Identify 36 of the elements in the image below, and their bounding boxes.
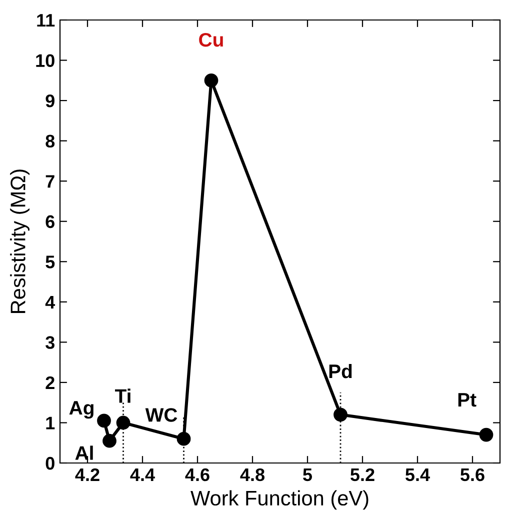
annotation: Pt — [458, 393, 476, 407]
x-tick-label: 5.6 — [460, 468, 484, 482]
annotation: Ti — [115, 388, 130, 403]
point — [116, 416, 130, 430]
point — [176, 432, 191, 446]
point — [204, 73, 218, 88]
y-tick-label: 5 — [46, 256, 55, 268]
point — [97, 414, 111, 428]
annotation: Al — [75, 446, 93, 460]
y-tick-label: 6 — [46, 215, 54, 228]
point — [334, 408, 348, 422]
y-tick-label: 10 — [36, 54, 54, 67]
y-tick-label: 7 — [46, 175, 54, 188]
y-tick-label: 1 — [46, 416, 55, 430]
y-tick-label: 0 — [46, 456, 54, 470]
y-tick-label: 4 — [45, 296, 56, 308]
annotation: Cu — [199, 32, 223, 47]
x-axis-title: Work Function (eV) — [190, 490, 368, 510]
annotation: WC — [145, 408, 178, 422]
point — [479, 428, 494, 442]
x-tick-label: 5 — [303, 468, 312, 482]
x-tick-label: 4.2 — [75, 468, 100, 481]
annotation: Ag — [69, 401, 94, 419]
x-tick-label: 5.4 — [406, 468, 430, 482]
x-tick-label: 5.2 — [350, 468, 374, 482]
y-tick-label: 9 — [46, 94, 54, 108]
y-tick-label: 11 — [37, 14, 55, 27]
point — [102, 434, 116, 448]
annotation: Pd — [329, 364, 352, 378]
y-tick-label: 8 — [46, 134, 55, 148]
x-tick-label: 4.8 — [240, 468, 264, 482]
y-tick-label: 3 — [46, 336, 54, 349]
y-tick-label: 2 — [46, 376, 54, 389]
x-tick-label: 4.6 — [185, 468, 210, 482]
x-tick-label: 4.4 — [130, 468, 155, 481]
y-axis-title: Resistivity (MΩ) — [10, 170, 30, 313]
